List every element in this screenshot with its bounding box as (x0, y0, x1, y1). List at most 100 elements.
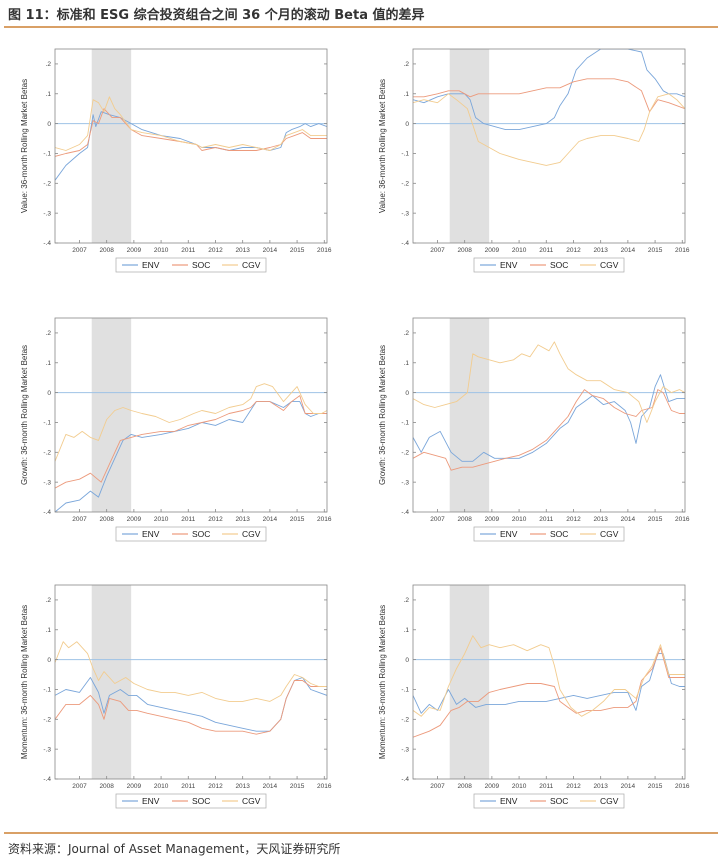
series-group (413, 635, 685, 738)
x-tick-label: 2010 (512, 516, 527, 523)
x-tick-label: 2016 (675, 247, 690, 254)
y-tick-label: -.3 (401, 479, 409, 486)
x-tick-label: 2015 (290, 783, 305, 790)
legend-label-env: ENV (500, 260, 518, 270)
x-tick-label: 2008 (457, 783, 472, 790)
y-tick-label: .2 (404, 597, 410, 604)
shaded-region (91, 585, 132, 779)
y-tick-label: .1 (46, 627, 52, 634)
series-line-cgv (413, 93, 685, 166)
legend: ENV SOC CGV (473, 257, 625, 273)
series-line-env (55, 401, 327, 512)
chart-momentum-right: -.4 -.3 -.2 -.1 0 .1 .2 2007 2008 2009 2010 2011 201… (378, 584, 690, 809)
y-tick-label: 0 (47, 657, 51, 664)
series-group (55, 383, 327, 512)
x-tick-label: 2007 (72, 516, 87, 523)
series-line-cgv (55, 96, 327, 151)
series-line-env (413, 653, 685, 714)
legend-label-soc: SOC (192, 796, 210, 806)
series-line-soc (413, 389, 685, 471)
y-tick-label: .1 (46, 360, 52, 367)
y-tick-label: -.2 (401, 450, 409, 457)
y-tick-label: .1 (46, 91, 52, 98)
legend-label-cgv: CGV (600, 260, 619, 270)
x-tick-label: 2009 (127, 516, 142, 523)
y-tick-label: -.1 (43, 420, 51, 427)
y-tick-label: -.2 (43, 717, 51, 724)
series-line-cgv (55, 641, 327, 702)
figure-title: 图 11：标准和 ESG 综合投资组合之间 36 个月的滚动 Beta 值的差异 (8, 8, 425, 23)
x-tick-label: 2011 (539, 516, 553, 523)
y-tick-label: -.1 (43, 151, 51, 158)
y-tick-label: -.3 (401, 746, 409, 753)
x-tick-label: 2013 (593, 783, 608, 790)
x-tick-label: 2011 (181, 783, 195, 790)
x-tick-label: 2013 (593, 516, 608, 523)
y-axis-label: Value: 36-month Rolling Market Betas (378, 79, 387, 213)
y-tick-label: -.4 (43, 509, 51, 516)
legend-label-env: ENV (142, 796, 160, 806)
x-tick-label: 2011 (181, 516, 195, 523)
shaded-region (449, 318, 490, 512)
legend-label-cgv: CGV (600, 529, 619, 539)
x-tick-label: 2013 (235, 247, 250, 254)
legend-label-soc: SOC (550, 260, 568, 270)
y-tick-label: 0 (47, 121, 51, 128)
legend-label-soc: SOC (550, 529, 568, 539)
x-tick-label: 2014 (263, 783, 278, 790)
y-tick-label: -.3 (43, 210, 51, 217)
y-tick-label: -.3 (43, 746, 51, 753)
legend-label-cgv: CGV (242, 796, 261, 806)
y-tick-label: -.2 (401, 181, 409, 188)
y-tick-label: .1 (404, 627, 410, 634)
chart-value-left: -.4 -.3 -.2 -.1 0 .1 .2 2007 2008 2009 2010 2011 201… (20, 48, 332, 273)
x-tick-label: 2016 (317, 783, 332, 790)
legend-box (473, 257, 625, 273)
x-tick-label: 2010 (512, 247, 527, 254)
chart-growth-right: -.4 -.3 -.2 -.1 0 .1 .2 2007 2008 2009 2010 2011 201… (378, 317, 690, 542)
legend-label-soc: SOC (192, 529, 210, 539)
x-tick-label: 2011 (181, 247, 195, 254)
y-tick-label: 0 (47, 390, 51, 397)
x-tick-label: 2013 (235, 783, 250, 790)
x-tick-label: 2007 (430, 783, 445, 790)
x-tick-label: 2014 (263, 516, 278, 523)
series-group (55, 96, 327, 181)
x-tick-label: 2007 (430, 247, 445, 254)
plot-frame (54, 584, 328, 780)
x-tick-label: 2008 (457, 516, 472, 523)
legend-label-soc: SOC (192, 260, 210, 270)
y-tick-label: 0 (405, 657, 409, 664)
chart-growth-left: -.4 -.3 -.2 -.1 0 .1 .2 2007 2008 2009 2010 2011 201… (20, 317, 332, 542)
plot-frame (54, 317, 328, 513)
y-tick-label: -.3 (43, 479, 51, 486)
series-group (413, 341, 685, 471)
y-tick-label: .1 (404, 91, 410, 98)
plot-frame (412, 48, 686, 244)
y-tick-label: .2 (46, 330, 52, 337)
series-line-soc (413, 647, 685, 738)
x-tick-label: 2011 (539, 783, 553, 790)
figure-source: 资料来源：Journal of Asset Management，天风证券研究所 (8, 842, 341, 856)
x-tick-label: 2015 (648, 247, 663, 254)
x-tick-label: 2009 (127, 247, 142, 254)
y-tick-label: -.4 (401, 776, 409, 783)
y-axis-label: Momentum: 36-month Rolling Market Betas (20, 605, 29, 759)
x-tick-label: 2012 (566, 247, 581, 254)
y-tick-label: -.2 (43, 450, 51, 457)
y-tick-label: .2 (404, 330, 410, 337)
x-tick-label: 2016 (675, 516, 690, 523)
x-tick-label: 2016 (675, 783, 690, 790)
y-tick-label: -.4 (401, 509, 409, 516)
x-tick-label: 2014 (621, 783, 636, 790)
x-tick-label: 2009 (127, 783, 142, 790)
y-axis-label: Growth: 36-month Rolling Market Betas (20, 345, 29, 485)
source-rule (4, 832, 718, 834)
x-tick-label: 2015 (648, 516, 663, 523)
legend-box (115, 526, 267, 542)
legend: ENV SOC CGV (473, 526, 625, 542)
series-line-cgv (55, 383, 327, 462)
x-tick-label: 2010 (154, 783, 169, 790)
x-tick-label: 2012 (566, 783, 581, 790)
